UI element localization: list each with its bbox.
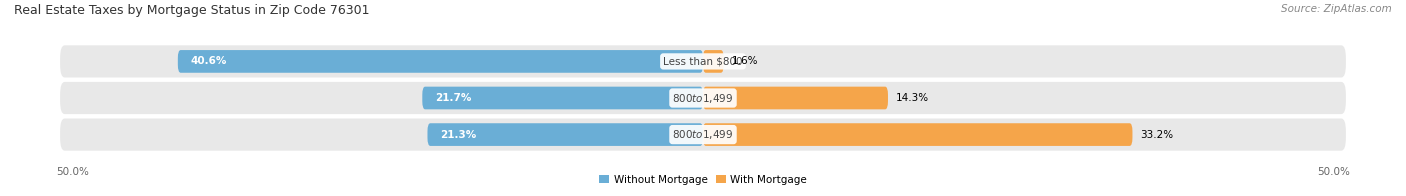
Text: 1.6%: 1.6% [731,56,758,66]
Legend: Without Mortgage, With Mortgage: Without Mortgage, With Mortgage [595,171,811,189]
Text: $800 to $1,499: $800 to $1,499 [672,92,734,104]
FancyBboxPatch shape [703,87,889,109]
Text: 50.0%: 50.0% [56,167,89,178]
FancyBboxPatch shape [177,50,703,73]
Text: 40.6%: 40.6% [191,56,228,66]
FancyBboxPatch shape [703,50,724,73]
Text: 14.3%: 14.3% [896,93,929,103]
Text: 33.2%: 33.2% [1140,130,1174,140]
Text: 21.7%: 21.7% [436,93,471,103]
FancyBboxPatch shape [60,119,1346,151]
Text: Less than $800: Less than $800 [664,56,742,66]
Text: Source: ZipAtlas.com: Source: ZipAtlas.com [1281,4,1392,14]
FancyBboxPatch shape [60,45,1346,77]
Text: 50.0%: 50.0% [1317,167,1350,178]
FancyBboxPatch shape [703,123,1132,146]
FancyBboxPatch shape [422,87,703,109]
Text: 21.3%: 21.3% [440,130,477,140]
Text: $800 to $1,499: $800 to $1,499 [672,128,734,141]
FancyBboxPatch shape [60,82,1346,114]
FancyBboxPatch shape [427,123,703,146]
Text: Real Estate Taxes by Mortgage Status in Zip Code 76301: Real Estate Taxes by Mortgage Status in … [14,4,370,17]
